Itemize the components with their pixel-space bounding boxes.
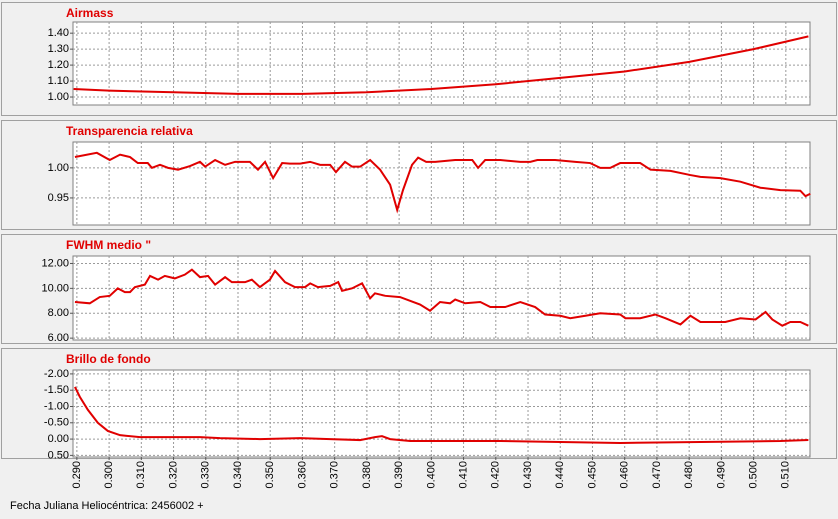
x-tick-label: 0.350 bbox=[264, 461, 276, 489]
y-tick-label: -1.50 bbox=[44, 384, 69, 396]
x-axis-label: Fecha Juliana Heliocéntrica: 2456002 + bbox=[10, 500, 204, 512]
panel-title: Airmass bbox=[66, 6, 114, 20]
y-tick-label: 0.00 bbox=[48, 433, 69, 445]
data-line bbox=[74, 151, 811, 214]
data-line bbox=[74, 386, 809, 444]
x-tick-label: 0.420 bbox=[490, 461, 502, 489]
x-tick-label: 0.330 bbox=[200, 461, 212, 489]
x-tick-label: 0.300 bbox=[103, 461, 115, 489]
y-tick-label: 0.50 bbox=[48, 449, 69, 461]
x-tick-label: 0.390 bbox=[393, 461, 405, 489]
panel-title: Transparencia relativa bbox=[66, 124, 193, 138]
y-tick-label: 1.00 bbox=[48, 162, 69, 174]
y-tick-label: -0.50 bbox=[44, 417, 69, 429]
x-tick-label: 0.320 bbox=[167, 461, 179, 489]
x-tick-label: 0.360 bbox=[296, 461, 308, 489]
x-tick-label: 0.440 bbox=[554, 461, 566, 489]
y-tick-label: 1.40 bbox=[48, 27, 69, 39]
y-tick-label: 1.20 bbox=[48, 59, 69, 71]
data-line bbox=[73, 35, 809, 95]
plot-area bbox=[72, 255, 811, 341]
x-tick-label: 0.510 bbox=[780, 461, 792, 489]
x-tick-label: 0.380 bbox=[361, 461, 373, 489]
x-tick-label: 0.430 bbox=[522, 461, 534, 489]
y-tick-label: -2.00 bbox=[44, 368, 69, 380]
y-tick-label: -1.00 bbox=[44, 400, 69, 412]
x-tick-label: 0.470 bbox=[651, 461, 663, 489]
x-tick-label: 0.290 bbox=[71, 461, 83, 489]
panel-title: Brillo de fondo bbox=[66, 352, 151, 366]
x-tick-label: 0.370 bbox=[329, 461, 341, 489]
y-tick-label: 6.00 bbox=[48, 332, 69, 344]
x-tick-label: 0.450 bbox=[586, 461, 598, 489]
y-tick-label: 0.95 bbox=[48, 192, 69, 204]
x-tick-label: 0.310 bbox=[135, 461, 147, 489]
x-tick-label: 0.340 bbox=[232, 461, 244, 489]
x-tick-label: 0.460 bbox=[619, 461, 631, 489]
x-tick-label: 0.400 bbox=[425, 461, 437, 489]
x-tick-label: 0.410 bbox=[457, 461, 469, 489]
plot-area bbox=[72, 21, 811, 106]
y-tick-label: 1.10 bbox=[48, 75, 69, 87]
plot-area bbox=[72, 369, 811, 458]
y-tick-label: 8.00 bbox=[48, 307, 69, 319]
plot-area bbox=[72, 141, 811, 226]
x-tick-label: 0.500 bbox=[748, 461, 760, 489]
y-tick-label: 1.00 bbox=[48, 91, 69, 103]
x-tick-label: 0.490 bbox=[715, 461, 727, 489]
panel-title: FWHM medio " bbox=[66, 238, 151, 252]
data-line bbox=[74, 268, 809, 327]
y-tick-label: 12.00 bbox=[41, 257, 69, 269]
y-tick-label: 1.30 bbox=[48, 43, 69, 55]
y-tick-label: 10.00 bbox=[41, 282, 69, 294]
x-tick-label: 0.480 bbox=[683, 461, 695, 489]
